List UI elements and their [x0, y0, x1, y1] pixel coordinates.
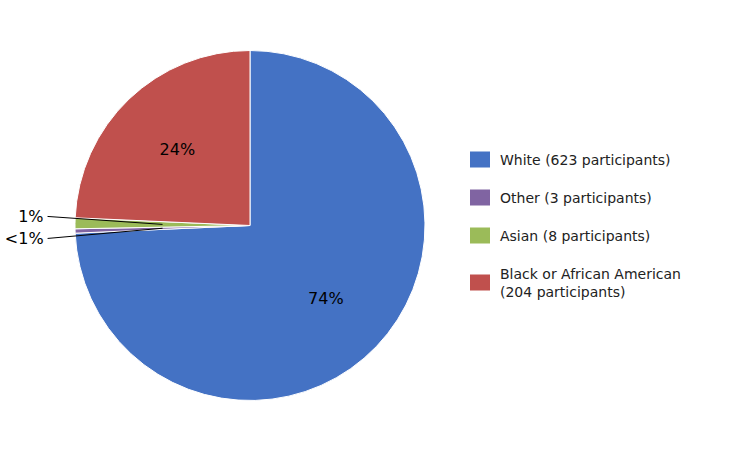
legend-swatch [470, 275, 490, 291]
slices [75, 51, 425, 401]
legend-swatch [470, 228, 490, 244]
legend-label: Asian (8 participants) [500, 228, 650, 244]
legend-label-line: Black or African American [500, 266, 681, 282]
legend-label-line: Asian (8 participants) [500, 228, 650, 244]
legend-label: Black or African American (204 participan… [500, 266, 681, 300]
data-label: <1% [5, 229, 44, 248]
legend: White (623 participants) Other (3 partici… [470, 152, 681, 300]
pie-slice [75, 51, 425, 401]
leader-line [48, 216, 163, 224]
legend-swatch [470, 190, 490, 206]
chart: 74% 24% 1% <1% White (623 participants) Other… [0, 0, 752, 451]
legend-label-line: Other (3 participants) [500, 190, 652, 206]
pie-slice [75, 51, 250, 226]
legend-swatch [470, 152, 490, 168]
legend-label-line: (204 participants) [500, 284, 625, 300]
legend-label-line: White (623 participants) [500, 152, 671, 168]
data-label: 24% [160, 140, 196, 159]
data-label: 74% [308, 289, 344, 308]
legend-label: White (623 participants) [500, 152, 671, 168]
data-label: 1% [18, 207, 43, 226]
legend-label: Other (3 participants) [500, 190, 652, 206]
labels: 74% 24% 1% <1% [5, 140, 344, 307]
leader-line [48, 228, 163, 238]
